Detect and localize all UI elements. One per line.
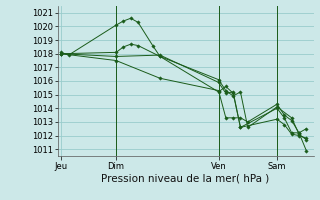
X-axis label: Pression niveau de la mer( hPa ): Pression niveau de la mer( hPa )	[101, 173, 270, 183]
